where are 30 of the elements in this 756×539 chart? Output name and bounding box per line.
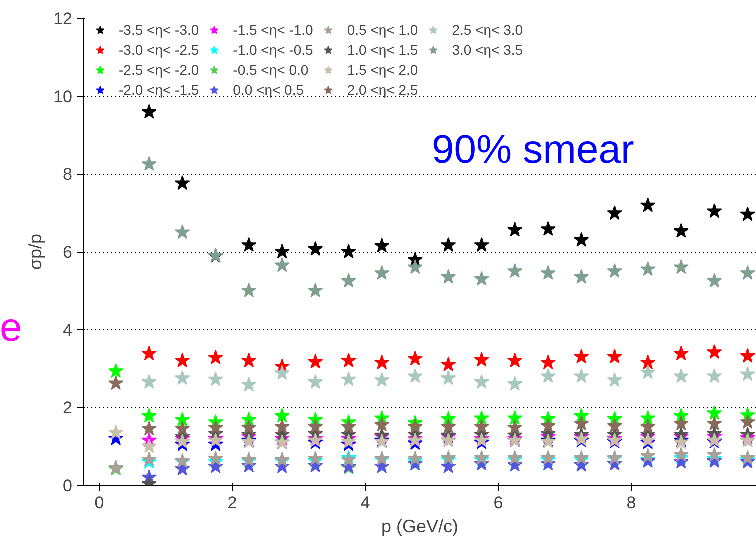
legend-label: 1.0 <η< 1.5 [347, 42, 418, 58]
legend-label: -2.0 <η< -1.5 [119, 82, 200, 98]
legend-label: -1.5 <η< -1.0 [233, 22, 314, 38]
y-tick-label: 2 [63, 398, 73, 418]
x-tick-label: 4 [360, 494, 370, 512]
y-tick-label: 4 [63, 320, 73, 340]
legend-label: -3.0 <η< -2.5 [119, 42, 200, 58]
y-tick-label: 10 [54, 87, 73, 106]
y-tick-label: 0 [63, 476, 73, 496]
legend-label: 1.5 <η< 2.0 [347, 62, 418, 78]
y-axis-title: σp/p [26, 234, 46, 270]
legend-label: 0.5 <η< 1.0 [347, 22, 418, 38]
legend-label: 0.0 <η< 0.5 [233, 82, 304, 98]
y-tick-label: 8 [63, 165, 73, 184]
x-tick-label: 2 [228, 494, 238, 512]
legend-label: -2.5 <η< -2.0 [119, 62, 200, 78]
x-tick-label: 8 [626, 494, 636, 512]
annotation: 90% smear [432, 128, 634, 172]
legend-label: 2.0 <η< 2.5 [347, 82, 418, 98]
x-tick-label: 0 [94, 494, 104, 512]
legend-label: -3.5 <η< -3.0 [119, 22, 200, 38]
legend-label: 2.5 <η< 3.0 [452, 22, 524, 38]
legend-label: 3.0 <η< 3.5 [452, 42, 524, 58]
y-tick-label: 6 [63, 243, 73, 262]
x-tick-label: 6 [494, 494, 504, 512]
x-axis-title: p (GeV/c) [381, 516, 459, 536]
y-tick-label: 12 [54, 10, 73, 28]
text: e [0, 305, 22, 352]
legend-label: -1.0 <η< -0.5 [233, 42, 314, 58]
legend-label: -0.5 <η< 0.0 [233, 62, 309, 78]
